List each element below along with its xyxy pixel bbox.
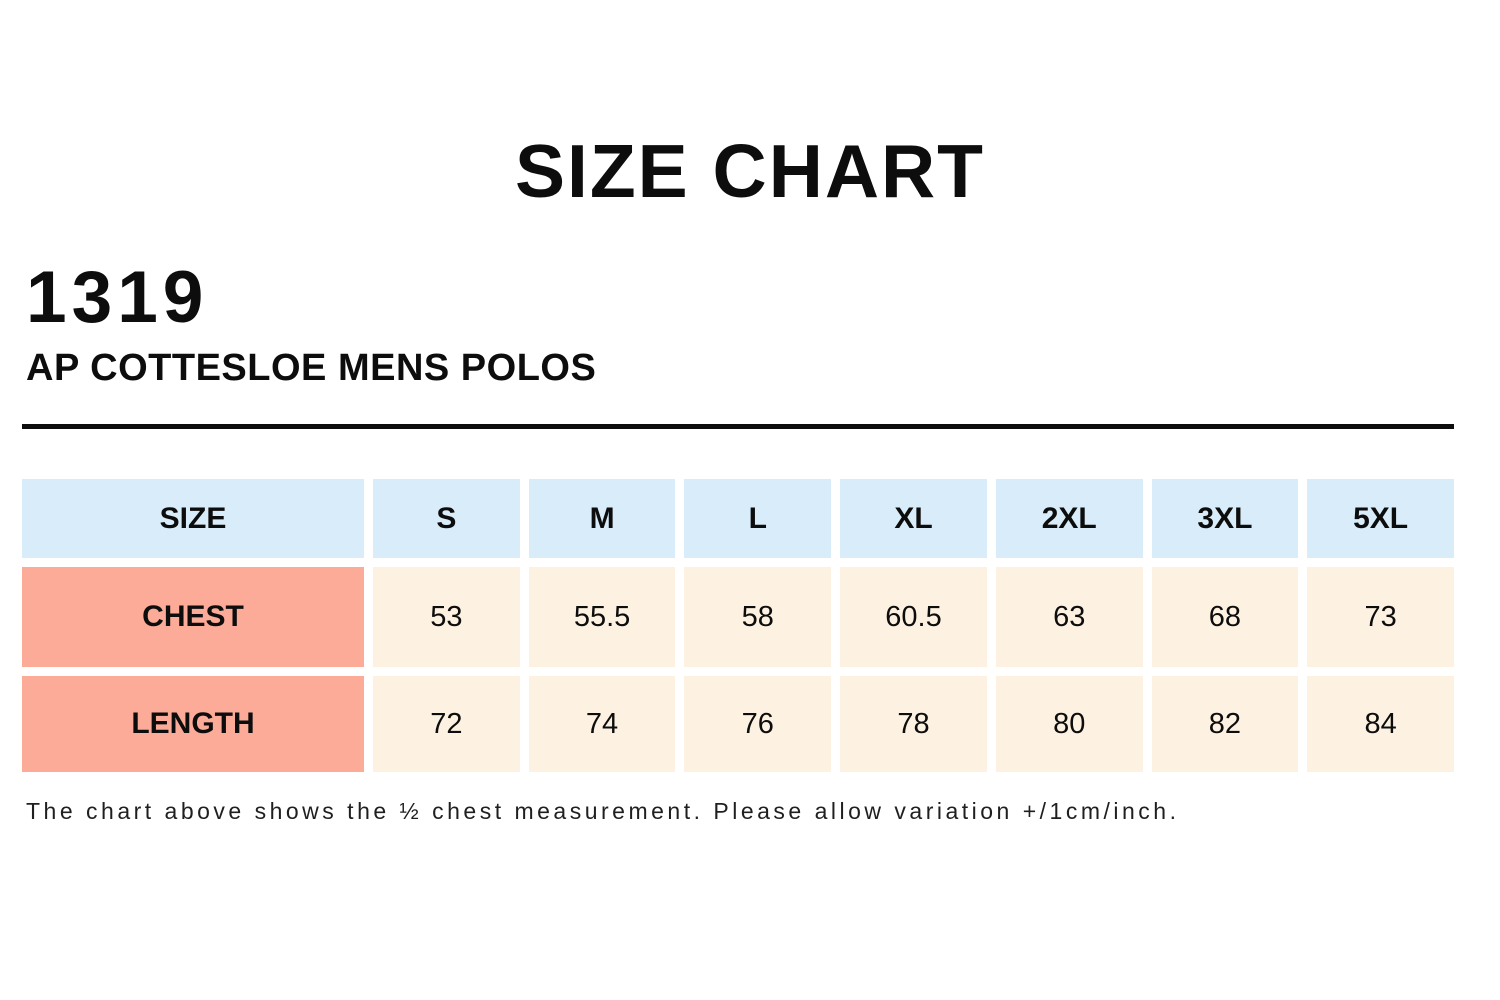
chest-value-xl: 60.5 <box>840 567 987 667</box>
header-cell-m: M <box>528 479 676 558</box>
measurement-footnote: The chart above shows the ½ chest measur… <box>26 798 1180 824</box>
size-chart-table: SIZE S M L XL 2XL 3XL 5XL CHEST 53 55.5 … <box>22 479 1454 772</box>
header-cell-3xl: 3XL <box>1151 479 1299 558</box>
length-value-s: 72 <box>373 676 520 772</box>
page-title: SIZE CHART <box>515 129 985 213</box>
header-cell-xl: XL <box>840 479 987 558</box>
length-value-2xl: 80 <box>995 676 1143 772</box>
header-cell-size: SIZE <box>22 479 364 558</box>
length-value-5xl: 84 <box>1307 676 1454 772</box>
header-cell-5xl: 5XL <box>1307 479 1454 558</box>
chest-value-2xl: 63 <box>995 567 1143 667</box>
divider-rule <box>22 424 1454 429</box>
length-value-m: 74 <box>528 676 676 772</box>
header-cell-s: S <box>373 479 520 558</box>
row-label-chest: CHEST <box>22 567 364 667</box>
header-cell-2xl: 2XL <box>995 479 1143 558</box>
length-value-xl: 78 <box>840 676 987 772</box>
length-value-3xl: 82 <box>1151 676 1299 772</box>
chest-value-3xl: 68 <box>1151 567 1299 667</box>
chest-value-l: 58 <box>684 567 832 667</box>
product-code: 1319 <box>26 257 209 338</box>
header-cell-l: L <box>684 479 832 558</box>
chest-value-s: 53 <box>373 567 520 667</box>
chest-value-5xl: 73 <box>1307 567 1454 667</box>
chest-value-m: 55.5 <box>528 567 676 667</box>
row-label-length: LENGTH <box>22 676 364 772</box>
length-value-l: 76 <box>684 676 832 772</box>
product-name: AP COTTESLOE MENS POLOS <box>26 347 597 389</box>
